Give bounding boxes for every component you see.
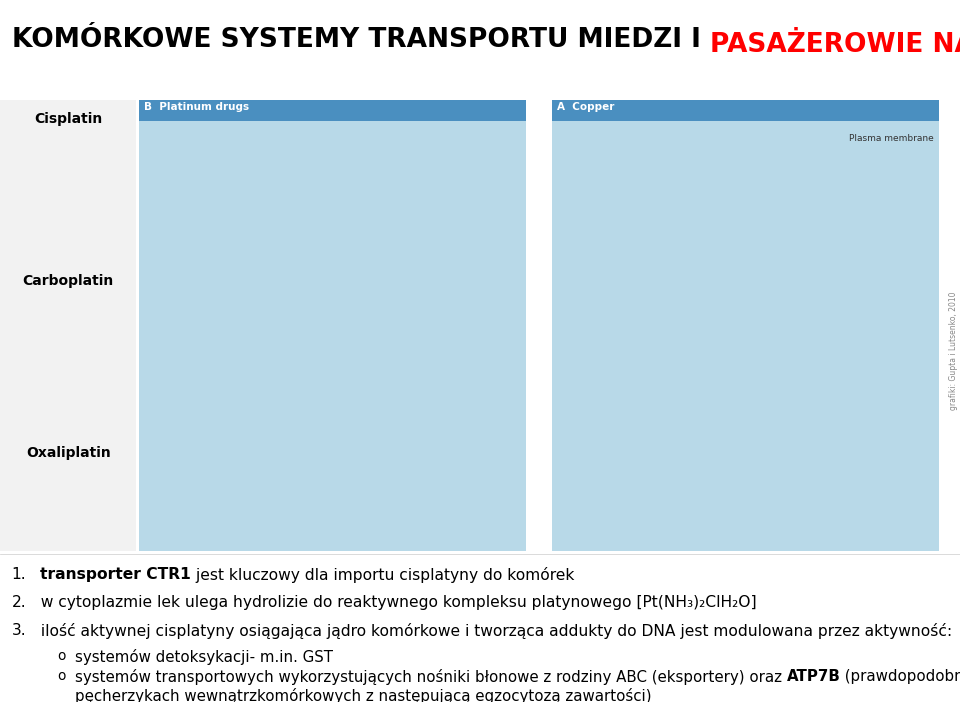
Text: w cytoplazmie lek ulega hydrolizie do reaktywnego kompleksu platynowego [Pt(NH₃): w cytoplazmie lek ulega hydrolizie do re… [31,595,756,609]
Text: Oxaliplatin: Oxaliplatin [26,446,110,460]
Bar [139,100,526,121]
Text: o: o [58,669,66,683]
Text: KOMÓRKOWE SYSTEMY TRANSPORTU MIEDZI I: KOMÓRKOWE SYSTEMY TRANSPORTU MIEDZI I [12,27,709,53]
Text: A  Copper: A Copper [557,102,614,112]
Text: 1.: 1. [12,567,26,581]
Text: grafiki: Gupta i Lutsenko, 2010: grafiki: Gupta i Lutsenko, 2010 [948,292,958,410]
Bar [0,100,136,551]
Bar [552,100,939,121]
Bar [139,100,526,551]
Text: 2.: 2. [12,595,26,609]
Text: Carboplatin: Carboplatin [22,274,114,288]
Text: 3.: 3. [12,623,26,637]
Text: PASAŻEROWIE NA GAPĘ: PASAŻEROWIE NA GAPĘ [709,27,960,58]
Text: transporter CTR1: transporter CTR1 [40,567,191,581]
Bar [552,100,939,551]
Text: (prawdopodobnie oddzielanie leku w: (prawdopodobnie oddzielanie leku w [840,669,960,684]
Text: o: o [58,649,66,663]
Text: ilość aktywnej cisplatyny osiągająca jądro komórkowe i tworząca addukty do DNA j: ilość aktywnej cisplatyny osiągająca jąd… [31,623,952,639]
Text: jest kluczowy dla importu cisplatyny do komórek: jest kluczowy dla importu cisplatyny do … [191,567,575,583]
Text: systemów transportowych wykorzystujących nośniki błonowe z rodziny ABC (eksporte: systemów transportowych wykorzystujących… [75,669,786,685]
Text: pęcherzykach wewnątrzkomórkowych z następującą egzocytozą zawartości): pęcherzykach wewnątrzkomórkowych z nastę… [75,688,652,702]
Text: B  Platinum drugs: B Platinum drugs [144,102,250,112]
Text: systemów detoksykacji- m.in. GST: systemów detoksykacji- m.in. GST [75,649,333,665]
Text: Cisplatin: Cisplatin [34,112,103,126]
Text: Plasma membrane: Plasma membrane [850,134,934,143]
Text: ATP7B: ATP7B [786,669,840,684]
